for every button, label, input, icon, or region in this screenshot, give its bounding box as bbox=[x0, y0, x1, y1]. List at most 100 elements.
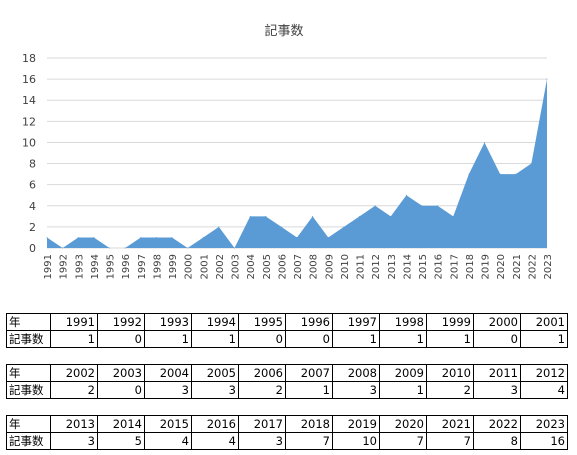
x-tick-label: 1993 bbox=[74, 254, 85, 279]
count-cell: 0 bbox=[97, 381, 145, 399]
x-tick-label: 1991 bbox=[43, 254, 54, 279]
count-cell: 3 bbox=[473, 381, 521, 399]
data-point bbox=[530, 163, 532, 165]
x-tick-label: 1999 bbox=[168, 254, 179, 279]
year-cell: 2014 bbox=[97, 415, 145, 433]
year-count-table: 年 2002 2003 2004 2005 2006 2007 2008 2009 2010 201… bbox=[6, 364, 568, 399]
count-cell: 0 bbox=[97, 330, 145, 348]
data-point bbox=[452, 215, 454, 217]
year-cell: 1994 bbox=[191, 313, 239, 331]
count-cell: 4 bbox=[191, 432, 239, 450]
table-row: 記事数 2 0 3 3 2 1 3 1 2 3 4 bbox=[6, 381, 568, 399]
count-cell: 7 bbox=[426, 432, 474, 450]
y-tick-label: 4 bbox=[29, 200, 36, 213]
year-cell: 2021 bbox=[426, 415, 474, 433]
year-cell: 2023 bbox=[520, 415, 568, 433]
table-row: 記事数 3 5 4 4 3 7 10 7 7 8 16 bbox=[6, 432, 568, 450]
x-tick-label: 1997 bbox=[137, 254, 148, 279]
count-cell: 2 bbox=[50, 381, 98, 399]
row-label-year: 年 bbox=[6, 313, 51, 331]
count-cell: 1 bbox=[50, 330, 98, 348]
count-cell: 3 bbox=[332, 381, 380, 399]
data-point bbox=[265, 215, 267, 217]
count-cell: 7 bbox=[379, 432, 427, 450]
data-point bbox=[515, 173, 517, 175]
x-tick-label: 2002 bbox=[215, 254, 226, 279]
y-tick-label: 16 bbox=[22, 73, 36, 86]
year-cell: 1991 bbox=[50, 313, 98, 331]
year-cell: 2012 bbox=[520, 364, 568, 382]
data-point bbox=[343, 226, 345, 228]
year-cell: 2011 bbox=[473, 364, 521, 382]
data-point bbox=[77, 236, 79, 238]
x-tick-label: 2010 bbox=[340, 254, 351, 279]
data-point bbox=[171, 236, 173, 238]
x-tick-label: 2012 bbox=[371, 254, 382, 279]
data-point bbox=[327, 236, 329, 238]
year-cell: 1996 bbox=[285, 313, 333, 331]
count-cell: 3 bbox=[238, 432, 286, 450]
y-tick-label: 12 bbox=[22, 115, 36, 128]
year-cell: 2003 bbox=[97, 364, 145, 382]
data-point bbox=[390, 215, 392, 217]
x-tick-label: 2019 bbox=[481, 254, 492, 279]
year-cell: 2002 bbox=[50, 364, 98, 382]
x-tick-label: 2011 bbox=[356, 254, 367, 279]
data-point bbox=[249, 215, 251, 217]
year-cell: 2022 bbox=[473, 415, 521, 433]
count-cell: 2 bbox=[238, 381, 286, 399]
year-cell: 2005 bbox=[191, 364, 239, 382]
data-point bbox=[234, 247, 235, 249]
y-tick-label: 10 bbox=[22, 136, 36, 149]
y-tick-label: 6 bbox=[29, 179, 36, 192]
data-point bbox=[296, 236, 298, 238]
count-cell: 3 bbox=[50, 432, 98, 450]
chart-title: 記事数 bbox=[264, 23, 303, 39]
year-cell: 2016 bbox=[191, 415, 239, 433]
data-point bbox=[359, 215, 360, 217]
x-tick-label: 1996 bbox=[121, 254, 132, 279]
x-tick-label: 2008 bbox=[309, 254, 320, 279]
table-row: 年 2002 2003 2004 2005 2006 2007 2008 2009 2010 201… bbox=[6, 364, 568, 382]
year-cell: 1992 bbox=[97, 313, 145, 331]
year-cell: 2019 bbox=[332, 415, 380, 433]
count-cell: 0 bbox=[473, 330, 521, 348]
year-cell: 2017 bbox=[238, 415, 286, 433]
count-cell: 1 bbox=[379, 330, 427, 348]
data-point bbox=[437, 205, 439, 207]
count-cell: 1 bbox=[332, 330, 380, 348]
year-cell: 2013 bbox=[50, 415, 98, 433]
x-tick-label: 2003 bbox=[231, 254, 242, 279]
x-tick-label: 2004 bbox=[246, 254, 257, 279]
x-tick-label: 2021 bbox=[512, 254, 523, 279]
count-cell: 1 bbox=[520, 330, 568, 348]
table-row: 年 2013 2014 2015 2016 2017 2018 2019 2020 2021 202… bbox=[6, 415, 568, 433]
year-cell: 2001 bbox=[520, 313, 568, 331]
x-tick-label: 2009 bbox=[324, 254, 335, 279]
year-cell: 2006 bbox=[238, 364, 286, 382]
count-cell: 3 bbox=[144, 381, 192, 399]
data-point bbox=[421, 205, 423, 207]
data-point bbox=[202, 236, 204, 238]
count-cell: 7 bbox=[285, 432, 333, 450]
x-tick-label: 2014 bbox=[402, 254, 413, 279]
data-point bbox=[374, 205, 376, 207]
data-point bbox=[46, 236, 48, 238]
count-cell: 10 bbox=[332, 432, 380, 450]
data-point bbox=[546, 78, 548, 80]
row-label-year: 年 bbox=[6, 364, 51, 382]
year-cell: 2020 bbox=[379, 415, 427, 433]
year-cell: 2015 bbox=[144, 415, 192, 433]
year-cell: 2004 bbox=[144, 364, 192, 382]
count-cell: 5 bbox=[97, 432, 145, 450]
data-point bbox=[280, 226, 282, 228]
x-tick-label: 2005 bbox=[262, 254, 273, 279]
area-chart: 記事数 0 2 4 6 8 10 12 14 16 18 1991 1992 1993 1994 1995… bbox=[22, 23, 554, 279]
data-point bbox=[405, 194, 407, 196]
row-label-count: 記事数 bbox=[6, 432, 51, 450]
data-point bbox=[93, 236, 95, 238]
x-tick-label: 2020 bbox=[496, 254, 507, 279]
year-cell: 2010 bbox=[426, 364, 474, 382]
year-cell: 2000 bbox=[473, 313, 521, 331]
year-cell: 1998 bbox=[379, 313, 427, 331]
